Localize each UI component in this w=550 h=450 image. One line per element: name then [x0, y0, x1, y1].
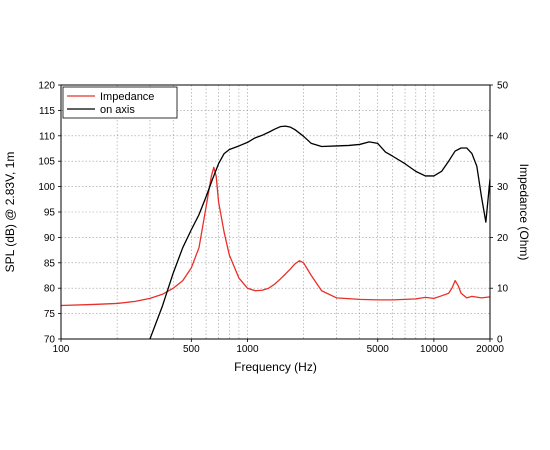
y-left-tick-label: 100	[38, 182, 55, 193]
x-tick-label: 5000	[367, 344, 390, 355]
series-line-impedance	[61, 166, 490, 307]
legend-box	[62, 86, 178, 119]
y-axis-right-title: Impedance (Ohm)	[517, 164, 531, 261]
x-tick-label: 20000	[476, 344, 504, 355]
y-left-tick-label: 70	[44, 335, 56, 346]
y-right-tick-label: 30	[497, 182, 509, 193]
series-layer	[61, 125, 490, 339]
y-right-tick-label: 50	[497, 81, 509, 92]
legend: Impedance on axis	[62, 86, 178, 119]
y-right-tick-label: 20	[497, 233, 509, 244]
y-left-tick-label: 75	[44, 309, 56, 320]
x-tick-label: 100	[53, 344, 70, 355]
legend-label-impedance: Impedance	[100, 91, 154, 103]
legend-label-on-axis: on axis	[100, 104, 135, 116]
x-tick-label: 10000	[420, 344, 448, 355]
x-tick-label: 1000	[236, 344, 259, 355]
y-left-tick-label: 85	[44, 258, 56, 269]
x-tick-label: 500	[183, 344, 200, 355]
y-left-tick-label: 95	[44, 208, 56, 219]
y-left-tick-label: 120	[38, 81, 55, 92]
grid	[61, 85, 490, 339]
y-left-tick-label: 115	[39, 106, 55, 117]
y-left-tick-label: 90	[44, 233, 56, 244]
y-left-tick-label: 105	[38, 157, 55, 168]
y-right-tick-label: 40	[497, 131, 509, 142]
y-left-tick-label: 80	[44, 284, 56, 295]
y-axis-left-title: SPL (dB) @ 2.83V, 1m	[3, 152, 17, 273]
x-axis-title: Frequency (Hz)	[234, 360, 317, 374]
y-right-tick-label: 0	[497, 335, 503, 346]
series-line-on-axis	[149, 125, 490, 339]
tick-labels: 100 500 1000 5000 10000 200007075808590951001…	[38, 81, 508, 356]
y-right-tick-label: 10	[497, 284, 509, 295]
y-left-tick-label: 110	[39, 131, 55, 142]
